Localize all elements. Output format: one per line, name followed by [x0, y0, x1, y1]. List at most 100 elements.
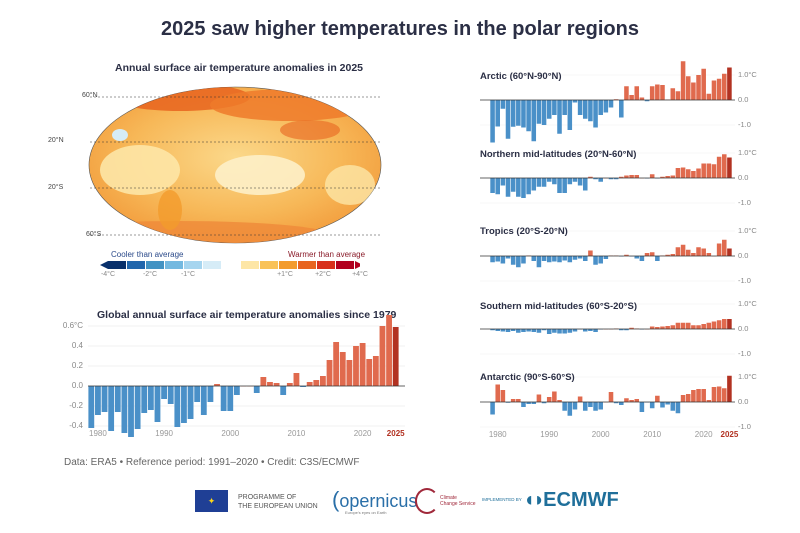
- region-bar-2000: [598, 100, 603, 115]
- region-bar-1991: [552, 100, 557, 115]
- bar-2015: [326, 360, 333, 386]
- region-bar-1986: [526, 178, 531, 195]
- bar-1986: [134, 386, 141, 429]
- bar-2006: [267, 382, 273, 386]
- bar-2005: [260, 377, 267, 386]
- eu-flag-logo: ✦: [195, 490, 228, 512]
- region-bar-2006: [629, 400, 634, 402]
- colorbar-tick-label: -4°C: [100, 271, 116, 278]
- region-bar-1996: [577, 100, 583, 115]
- bar-2019: [353, 346, 359, 386]
- region-bar-2014: [670, 325, 676, 329]
- region-bar-2005: [624, 329, 629, 331]
- bar-1990: [161, 386, 168, 399]
- colorbar-tick-label: -2°C: [142, 271, 158, 278]
- region-bar-2006: [629, 175, 634, 178]
- region-bar-1984: [516, 399, 521, 402]
- region-bar-1990: [546, 256, 552, 263]
- region-bar-1987: [531, 100, 537, 142]
- region-bar-2019: [696, 389, 701, 402]
- region-bar-2008: [639, 97, 645, 100]
- region-bar-1985: [521, 402, 526, 407]
- region-bar-2015: [675, 91, 681, 100]
- region-bar-2020: [701, 324, 706, 329]
- region-bar-2000: [598, 402, 603, 410]
- region-bar-2018: [691, 390, 696, 402]
- region-bar-1992: [557, 100, 562, 134]
- colorbar-swatch: [184, 261, 202, 269]
- region-bar-1996: [577, 396, 583, 402]
- bar-2012: [306, 382, 313, 386]
- region-bar-2022: [711, 387, 717, 402]
- region-bar-2018: [691, 325, 696, 329]
- region-bar-1989: [541, 329, 547, 331]
- region-bar-1980: [495, 178, 500, 195]
- colorbar-swatch: [279, 261, 297, 269]
- region-bar-1985: [521, 100, 526, 128]
- region-bar-2000: [598, 178, 603, 182]
- region-bar-1993: [562, 178, 567, 193]
- region-bar-2016: [680, 167, 686, 178]
- region-bar-2017: [685, 169, 691, 178]
- region-bar-2006: [629, 95, 634, 100]
- region-bar-2008: [639, 402, 645, 412]
- region-bar-2003: [613, 99, 619, 100]
- region-bar-2011: [655, 327, 660, 329]
- region-bar-1988: [536, 178, 542, 187]
- region-bar-1986: [526, 402, 531, 404]
- region-bar-1983: [510, 100, 516, 127]
- region-bar-2019: [696, 168, 701, 178]
- lat-label-60n: 60°N: [82, 92, 98, 99]
- region-bar-2017: [685, 76, 691, 100]
- region-bar-1982: [505, 256, 511, 259]
- bar-2014: [319, 376, 326, 386]
- y-tick-label: 0.0: [738, 324, 749, 333]
- color-scale: [100, 261, 360, 269]
- region-bar-1999: [593, 402, 598, 411]
- region-bar-1984: [516, 256, 521, 268]
- region-bar-1992: [557, 329, 562, 334]
- region-bar-1999: [593, 256, 598, 265]
- bar-1998: [214, 384, 220, 386]
- region-bar-2002: [608, 178, 614, 180]
- region-bar-2018: [691, 253, 696, 256]
- region-bar-1983: [510, 399, 516, 402]
- region-title: Tropics (20°S-20°N): [480, 226, 568, 237]
- region-bar-1992: [557, 178, 562, 193]
- x-tick-label: 2000: [221, 429, 240, 438]
- region-bar-2004: [619, 176, 624, 178]
- colorbar-swatch: [127, 261, 145, 269]
- region-bar-2012: [660, 326, 665, 329]
- y-tick-label: 0.4: [71, 341, 83, 350]
- region-bar-2023: [716, 156, 722, 178]
- region-bar-2004: [619, 100, 624, 118]
- region-bar-2009: [644, 100, 650, 102]
- bar-2004: [253, 386, 260, 393]
- region-bar-2023: [716, 78, 722, 100]
- region-bar-1982: [505, 100, 511, 139]
- region-bar-2021: [706, 322, 712, 329]
- region-bar-2020: [701, 389, 706, 402]
- colorbar-right-arrow: [355, 261, 360, 269]
- region-bar-1979: [490, 178, 495, 193]
- region-bar-1980: [495, 329, 500, 331]
- region-bar-1990: [546, 329, 552, 334]
- region-bar-2023: [716, 386, 722, 402]
- region-bar-2009: [644, 253, 650, 256]
- region-bar-1998: [588, 250, 593, 256]
- region-bar-2007: [634, 86, 640, 100]
- y-tick-label: 1.0°C: [738, 148, 757, 157]
- region-bar-1993: [562, 329, 567, 334]
- bar-1997: [207, 386, 214, 402]
- region-bar-2014: [670, 175, 676, 178]
- region-bar-1984: [516, 100, 521, 126]
- region-bar-1991: [552, 391, 557, 402]
- region-bar-2020: [701, 68, 706, 100]
- region-bar-1980: [495, 256, 500, 262]
- region-title: Antarctic (90°S-60°S): [480, 372, 575, 383]
- region-bar-2025: [727, 157, 732, 178]
- region-bar-2002: [608, 100, 614, 108]
- region-bar-2013: [665, 254, 670, 256]
- bar-2007: [273, 383, 280, 386]
- data-credit: Data: ERA5 • Reference period: 1991–2020…: [64, 457, 360, 468]
